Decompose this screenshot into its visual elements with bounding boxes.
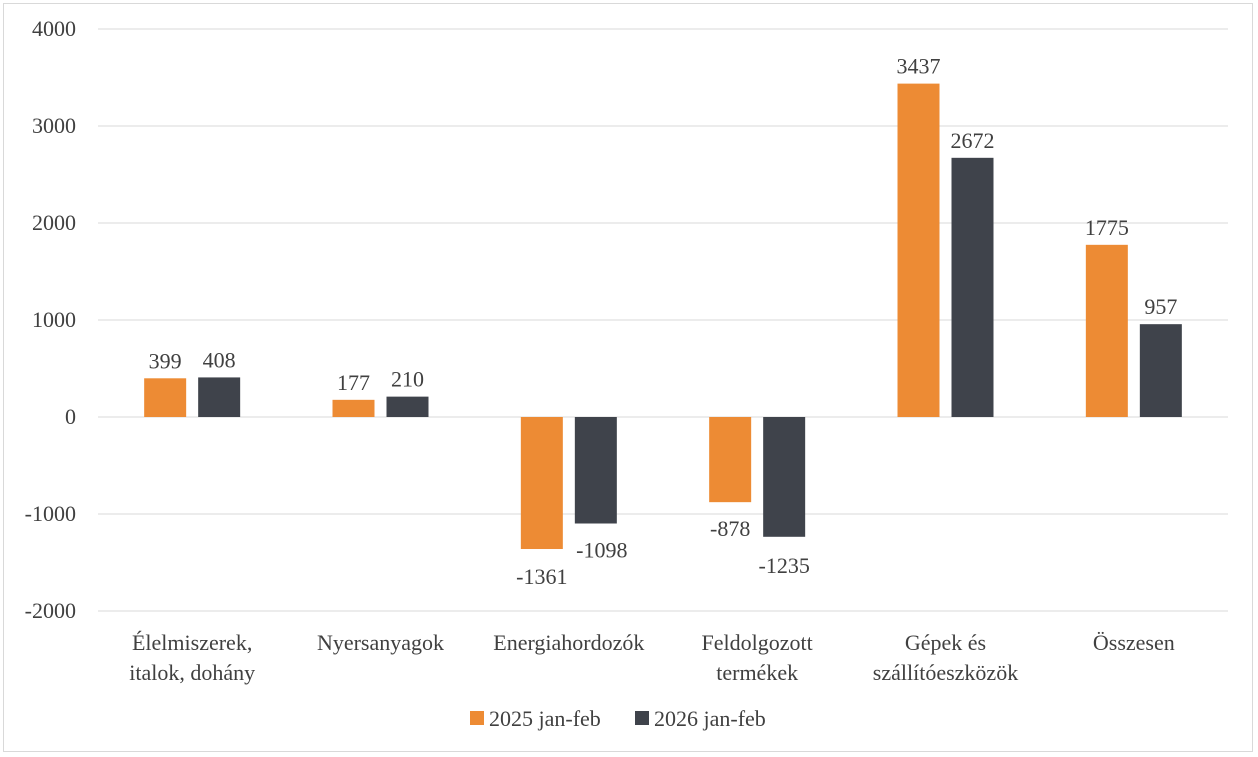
x-category-label: italok, dohány [129,660,255,685]
bar [198,377,241,417]
data-label: 177 [337,370,370,395]
bar [951,157,994,418]
bar [763,417,806,537]
legend-label: 2025 jan-feb [489,706,601,731]
bar [1139,324,1182,417]
data-label: 210 [391,367,424,392]
x-category-label: Gépek és [905,630,986,655]
x-category-label: termékek [716,660,798,685]
legend-swatch [470,711,484,725]
legend-swatch [635,711,649,725]
y-tick-label: -2000 [25,598,76,623]
bar [709,417,752,503]
bar [520,417,563,550]
data-label: 399 [149,348,182,373]
y-tick-label: 3000 [32,113,76,138]
data-label: 957 [1144,294,1177,319]
bar [897,83,940,418]
y-tick-label: 2000 [32,210,76,235]
data-label: 2672 [951,128,995,153]
bar [144,378,187,417]
data-label: 1775 [1085,215,1129,240]
bar [332,399,375,417]
y-tick-label: 4000 [32,16,76,41]
y-tick-label: 0 [65,404,76,429]
data-label: 408 [203,347,236,372]
data-label: 3437 [897,54,941,79]
x-category-label: Nyersanyagok [317,630,444,655]
x-category-label: Energiahordozók [493,630,644,655]
data-label: -878 [710,516,750,541]
legend-label: 2026 jan-feb [654,706,766,731]
bar [574,417,617,524]
x-category-label: Élelmiszerek, [132,630,252,655]
data-label: -1098 [576,538,627,563]
x-category-label: Összesen [1093,630,1175,655]
bar [1085,244,1128,417]
y-tick-label: -1000 [25,501,76,526]
data-label: -1235 [759,553,810,578]
data-label: -1361 [516,564,567,589]
bar [386,396,429,417]
x-category-label: Feldolgozott [702,630,813,655]
x-category-label: szállítóeszközök [873,660,1018,685]
y-tick-label: 1000 [32,307,76,332]
